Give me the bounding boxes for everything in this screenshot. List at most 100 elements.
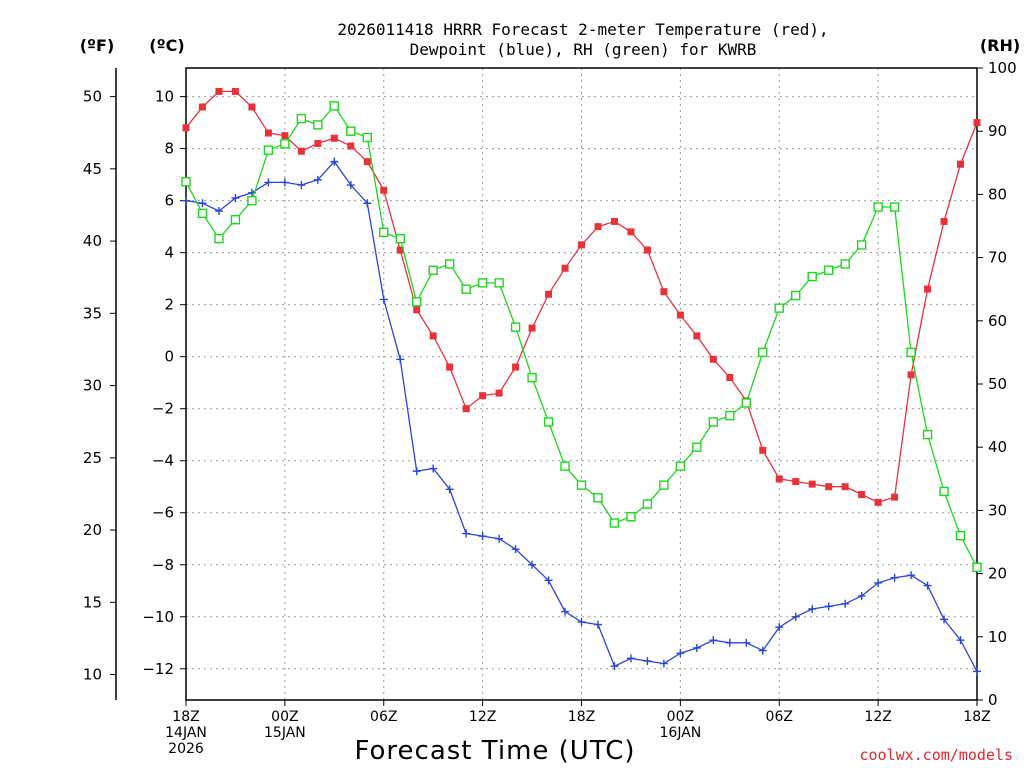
rh-point — [823, 265, 834, 275]
fahrenheit-tick-label: 25 — [83, 449, 102, 467]
rh-point — [263, 145, 274, 155]
dewpoint-point — [907, 571, 916, 580]
temperature-point — [594, 223, 602, 231]
temperature-point — [957, 160, 965, 168]
rh-point — [741, 398, 751, 408]
x-tick-label: 18Z — [568, 709, 595, 725]
dewpoint-point — [725, 638, 734, 647]
celsius-tick-label: −4 — [152, 452, 174, 470]
dewpoint-point — [214, 207, 223, 216]
rh-tick-label: 20 — [988, 565, 1007, 583]
dewpoint-point — [445, 485, 454, 494]
x-tick-label: 14JAN — [165, 725, 207, 741]
temperature-point — [627, 228, 635, 236]
temperature-point — [248, 103, 256, 111]
dewpoint-point — [379, 295, 388, 304]
dewpoint-point — [593, 620, 602, 629]
dewpoint-point — [610, 662, 619, 671]
temperature-point — [297, 147, 305, 155]
temperature-point — [561, 264, 569, 272]
celsius-tick-label: −8 — [152, 556, 174, 574]
rh-point — [477, 278, 488, 288]
temperature-point — [792, 478, 800, 486]
temperature-point — [940, 217, 948, 225]
rh-point — [906, 347, 916, 358]
dewpoint-point — [956, 636, 965, 645]
celsius-tick-label: 0 — [164, 348, 174, 366]
dewpoint-point — [874, 578, 883, 587]
celsius-tick-label: 2 — [164, 296, 174, 314]
temperature-point — [643, 246, 651, 254]
chart-title-line1: 2026011418 HRRR Forecast 2-meter Tempera… — [337, 20, 828, 39]
dewpoint-point — [412, 467, 421, 476]
temperature-point — [825, 483, 833, 491]
celsius-tick-label: 4 — [164, 244, 174, 262]
dewpoint-point — [923, 581, 932, 590]
rh-point — [346, 126, 356, 136]
rh-line — [185, 104, 978, 568]
fahrenheit-tick-label: 45 — [83, 160, 102, 178]
rh-point — [972, 562, 982, 572]
rh-point — [214, 233, 224, 244]
rh-point — [692, 442, 702, 452]
temperature-point — [479, 392, 487, 400]
temperature-point — [413, 306, 421, 314]
dewpoint-point — [791, 612, 800, 621]
rh-tick-label: 30 — [988, 501, 1007, 519]
dewpoint-point — [577, 617, 586, 626]
fahrenheit-axis-title: (ºF) — [80, 36, 115, 55]
celsius-axis-title: (ºC) — [149, 36, 184, 55]
temperature-point — [528, 324, 536, 332]
temperature-point — [660, 288, 668, 296]
dewpoint-point — [462, 529, 471, 538]
temperature-point — [512, 363, 520, 371]
rh-point — [494, 278, 504, 288]
rh-point — [675, 461, 686, 471]
rh-point — [609, 518, 620, 528]
fahrenheit-tick-label: 20 — [83, 521, 102, 539]
dewpoint-point — [346, 181, 355, 190]
dewpoint-point — [742, 638, 751, 647]
temperature-point — [973, 119, 981, 127]
celsius-tick-label: 6 — [164, 192, 174, 210]
dewpoint-point — [478, 532, 487, 541]
dewpoint-point — [363, 199, 372, 208]
x-tick-label: 15JAN — [264, 725, 306, 741]
dewpoint-point — [528, 560, 537, 569]
temperature-point — [495, 389, 503, 397]
temperature-point — [281, 132, 289, 140]
dewpoint-point — [676, 649, 685, 658]
temperature-point — [446, 363, 454, 371]
temperature-point — [330, 134, 338, 142]
temperature-point — [759, 446, 767, 454]
rh-point — [428, 265, 438, 275]
plot-frame — [185, 67, 978, 701]
dewpoint-point — [659, 659, 668, 668]
x-tick-label: 00Z — [667, 709, 694, 725]
temperature-point — [380, 186, 388, 194]
x-axis-label: Forecast Time (UTC) — [354, 736, 635, 766]
rh-point — [329, 101, 340, 111]
rh-point — [642, 499, 653, 509]
dewpoint-point — [775, 623, 784, 632]
celsius-tick-label: −6 — [152, 504, 174, 522]
temperature-point — [907, 371, 915, 379]
rh-point — [955, 530, 966, 541]
x-tick-label: 00Z — [271, 709, 298, 725]
rh-tick-label: 90 — [988, 122, 1007, 140]
grid-lines — [186, 68, 977, 700]
rh-point — [543, 417, 554, 427]
tick-labels: 1086420−2−4−6−8−10−1218Z14JAN202600Z15JA… — [83, 59, 1017, 757]
dewpoint-point — [297, 181, 306, 190]
rh-point — [379, 227, 389, 238]
temperature-point — [264, 129, 272, 137]
rh-point — [873, 202, 883, 212]
celsius-tick-label: −2 — [152, 400, 174, 418]
temperature-point — [182, 124, 190, 132]
dewpoint-point — [626, 654, 635, 663]
temperature-point — [314, 139, 322, 147]
rh-point — [593, 493, 603, 503]
temperature-point — [709, 355, 717, 363]
rh-point — [889, 202, 900, 212]
rh-tick-label: 10 — [988, 628, 1007, 646]
